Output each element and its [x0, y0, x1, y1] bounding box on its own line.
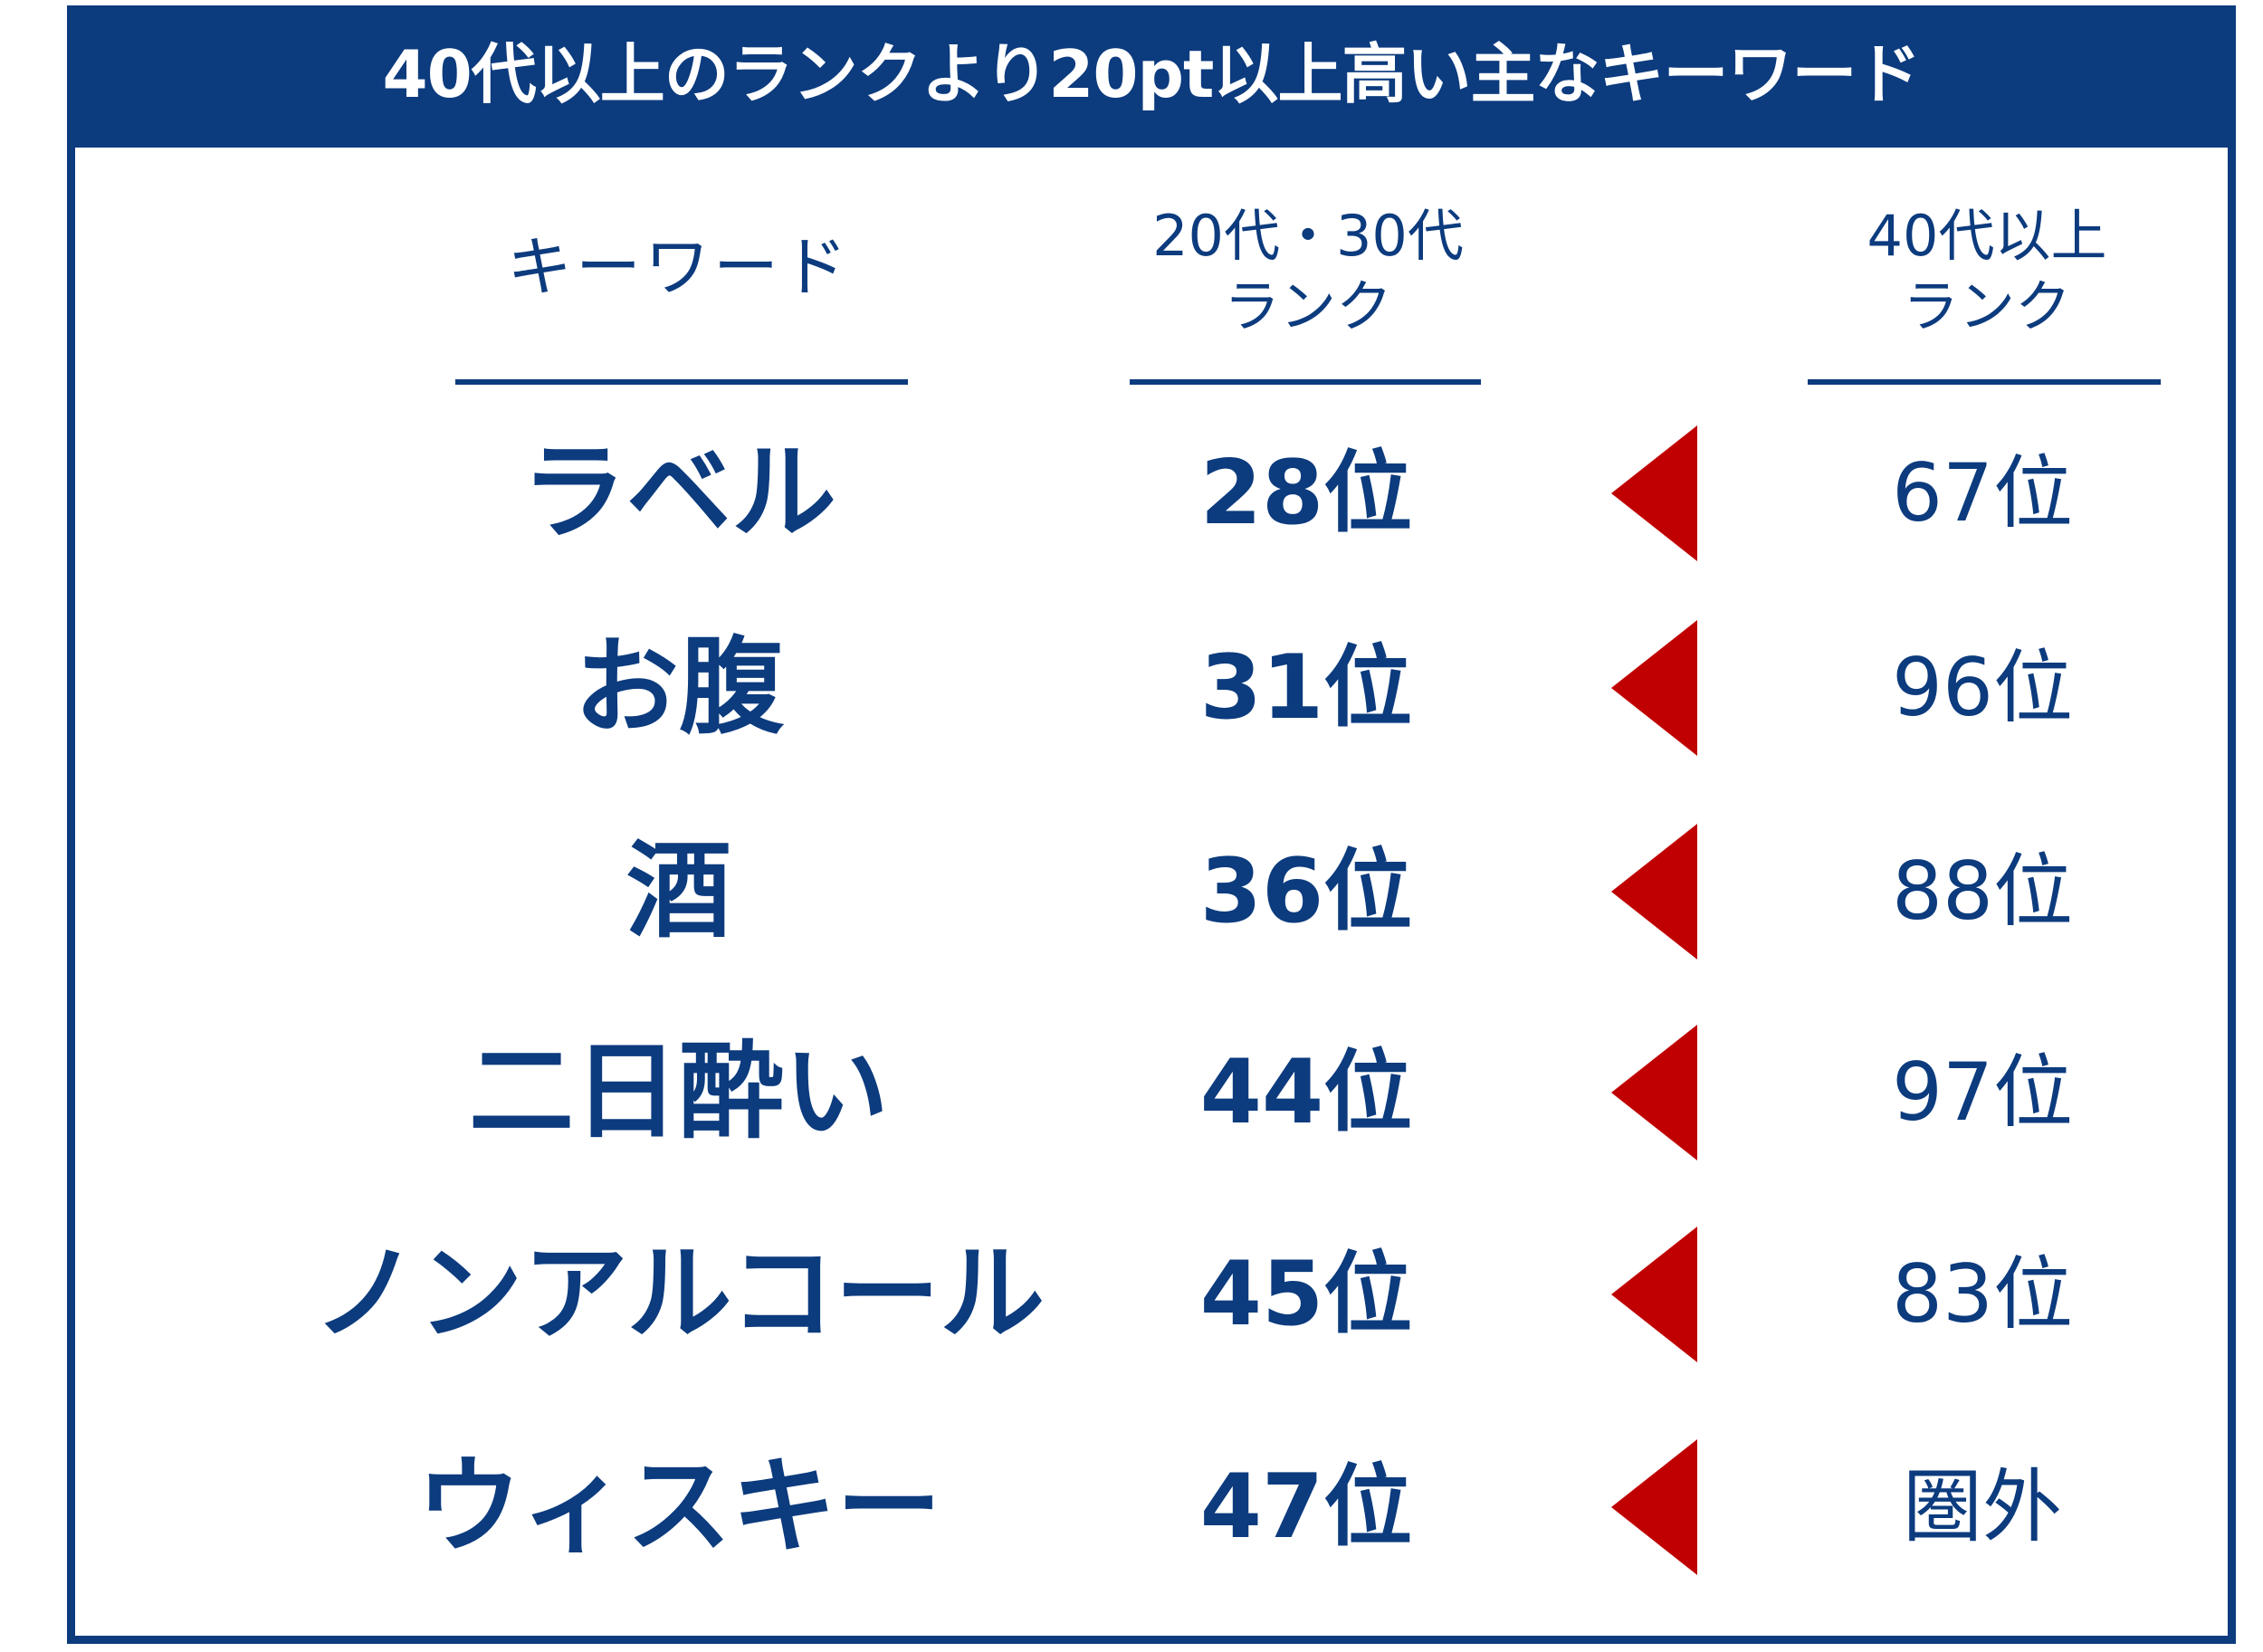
young-rank-cell: 36位 [1199, 840, 1413, 943]
header-old-rank: 40代以上 ランク [1810, 201, 2163, 341]
old-rank-cell: 96位 [1892, 641, 2073, 734]
left-arrow-icon [1611, 1025, 1697, 1160]
left-arrow-icon [1611, 824, 1697, 960]
table-row: ラベル 28位 67位 [0, 425, 2263, 561]
table-row: 二日酔い 44位 97位 [0, 1025, 2263, 1160]
header-old-line2: ランク [1902, 272, 2071, 339]
keyword-cell: 二日酔い [469, 1031, 889, 1153]
left-arrow-icon [1611, 1227, 1697, 1362]
old-rank-cell: 67位 [1892, 446, 2073, 540]
header-young-line1: 20代・30代 [1152, 203, 1464, 269]
keyword-cell: ラベル [521, 432, 836, 554]
header-old-line1: 40代以上 [1867, 203, 2107, 269]
young-rank-cell: 45位 [1199, 1243, 1413, 1346]
header-young-line2: ランク [1223, 272, 1392, 339]
old-rank-cell: 圏外 [1902, 1460, 2062, 1553]
old-rank-cell: 83位 [1892, 1247, 2073, 1341]
header-divider-young [1130, 379, 1481, 385]
header-divider-keyword [455, 379, 908, 385]
young-rank-cell: 44位 [1199, 1041, 1413, 1144]
left-arrow-icon [1611, 425, 1697, 561]
keyword-cell: お腹 [574, 626, 784, 749]
keyword-cell: 酒 [626, 830, 731, 952]
old-rank-cell: 97位 [1892, 1046, 2073, 1139]
left-arrow-icon [1611, 1439, 1697, 1575]
table-row: ノンアルコール 45位 83位 [0, 1227, 2263, 1362]
panel-title: 40代以上のランクより20pt以上高い主なキーワード [75, 14, 2228, 148]
header-divider-old [1808, 379, 2161, 385]
young-rank-cell: 47位 [1199, 1456, 1413, 1559]
table-row: ウィスキー 47位 圏外 [0, 1439, 2263, 1575]
keyword-cell: ウィスキー [416, 1446, 941, 1568]
young-rank-cell: 31位 [1199, 636, 1413, 740]
keyword-cell: ノンアルコール [312, 1233, 1046, 1355]
young-rank-cell: 28位 [1199, 442, 1413, 545]
table-row: お腹 31位 96位 [0, 620, 2263, 756]
table-row: 酒 36位 88位 [0, 824, 2263, 960]
old-rank-cell: 88位 [1892, 845, 2073, 938]
keyword-panel: 40代以上のランクより20pt以上高い主なキーワード [67, 5, 2236, 1644]
header-young-rank: 20代・30代 ランク [1132, 201, 1485, 341]
header-keyword: キーワード [506, 229, 851, 305]
left-arrow-icon [1611, 620, 1697, 756]
